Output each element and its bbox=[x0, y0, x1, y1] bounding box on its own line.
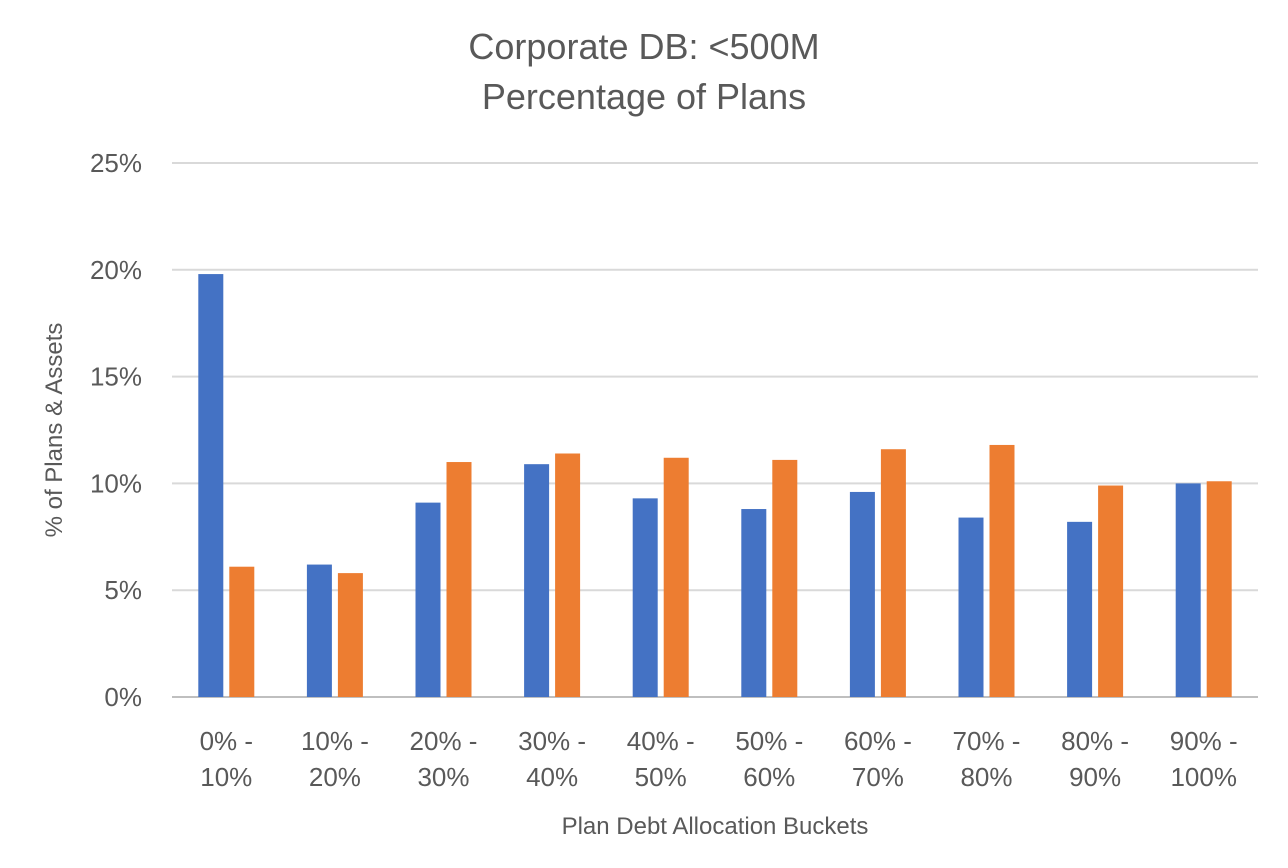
bar-series-1 bbox=[1175, 483, 1201, 697]
x-tick-label-line: 70% - bbox=[953, 726, 1021, 756]
bar-series-1 bbox=[1067, 521, 1093, 697]
x-tick-label-line: 50% bbox=[635, 762, 687, 792]
bar-series-2 bbox=[663, 457, 689, 697]
x-tick-label: 90% - 100% bbox=[1170, 726, 1238, 792]
bar-series-1 bbox=[741, 509, 767, 697]
bar-series-1 bbox=[958, 517, 984, 697]
bar-series-1 bbox=[415, 502, 441, 697]
x-tick-label: 50% - 60% bbox=[735, 726, 803, 792]
y-tick-label: 20% bbox=[90, 255, 142, 285]
bar-series-2 bbox=[989, 444, 1015, 697]
bar-series-2 bbox=[555, 453, 581, 697]
y-tick-label: 10% bbox=[90, 468, 142, 498]
x-tick-label: 30% - 40% bbox=[518, 726, 586, 792]
x-tick-label-line: 50% - bbox=[735, 726, 803, 756]
x-tick-label-line: 10% bbox=[200, 762, 252, 792]
x-tick-label: 10% - 20% bbox=[301, 726, 369, 792]
chart-title: Corporate DB: <500M Percentage of Plans bbox=[0, 22, 1288, 122]
x-tick-label-line: 10% - bbox=[301, 726, 369, 756]
bar-series-1 bbox=[524, 464, 550, 697]
chart-title-line-1: Corporate DB: <500M bbox=[468, 26, 820, 67]
x-tick-label-line: 60% - bbox=[844, 726, 912, 756]
x-tick-label: 0% - 10% bbox=[200, 726, 253, 792]
x-tick-label-line: 40% bbox=[526, 762, 578, 792]
x-tick-label-line: 30% - bbox=[518, 726, 586, 756]
gridlines bbox=[172, 162, 1258, 698]
x-tick-label-line: 20% - bbox=[410, 726, 478, 756]
y-tick-label: 25% bbox=[90, 148, 142, 178]
bar-series-1 bbox=[306, 564, 332, 697]
x-tick-label-line: 30% bbox=[417, 762, 469, 792]
y-tick-label: 15% bbox=[90, 362, 142, 392]
bar-series-2 bbox=[337, 573, 363, 697]
x-tick-label: 40% - 50% bbox=[627, 726, 695, 792]
x-tick-label: 20% - 30% bbox=[410, 726, 478, 792]
bar-series-1 bbox=[632, 498, 658, 697]
x-tick-label-line: 90% bbox=[1069, 762, 1121, 792]
y-tick-label: 5% bbox=[104, 575, 142, 605]
x-tick-label-line: 100% bbox=[1170, 762, 1237, 792]
x-tick-label: 60% - 70% bbox=[844, 726, 912, 792]
x-tick-label: 80% - 90% bbox=[1061, 726, 1129, 792]
x-tick-label-line: 40% - bbox=[627, 726, 695, 756]
bar-series-2 bbox=[880, 449, 906, 697]
y-axis-title: % of Plans & Assets bbox=[41, 323, 68, 538]
x-tick-label-line: 0% - bbox=[200, 726, 253, 756]
x-tick-label: 70% - 80% bbox=[953, 726, 1021, 792]
chart-title-line-2: Percentage of Plans bbox=[481, 76, 807, 117]
y-axis-ticks: 0% 5% 10% 15% 20% 25% bbox=[90, 148, 142, 712]
x-tick-label-line: 80% bbox=[960, 762, 1012, 792]
bars bbox=[198, 274, 1232, 697]
bar-series-2 bbox=[1098, 485, 1124, 697]
x-tick-label-line: 20% bbox=[309, 762, 361, 792]
x-tick-label-line: 70% bbox=[852, 762, 904, 792]
bar-series-2 bbox=[446, 462, 472, 697]
x-axis-title: Plan Debt Allocation Buckets bbox=[562, 813, 869, 840]
bar-series-2 bbox=[229, 566, 255, 697]
x-tick-label-line: 90% - bbox=[1170, 726, 1238, 756]
y-tick-label: 0% bbox=[104, 682, 142, 712]
x-axis-ticks: 0% - 10% 10% - 20% 20% - 30% 30% - 40% 40% - 50% 5… bbox=[200, 726, 1238, 792]
bar-series-1 bbox=[198, 274, 224, 697]
x-tick-label-line: 60% bbox=[743, 762, 795, 792]
bar-series-2 bbox=[1206, 481, 1232, 697]
x-tick-label-line: 80% - bbox=[1061, 726, 1129, 756]
bar-series-2 bbox=[772, 459, 798, 697]
bar-series-1 bbox=[849, 491, 875, 697]
